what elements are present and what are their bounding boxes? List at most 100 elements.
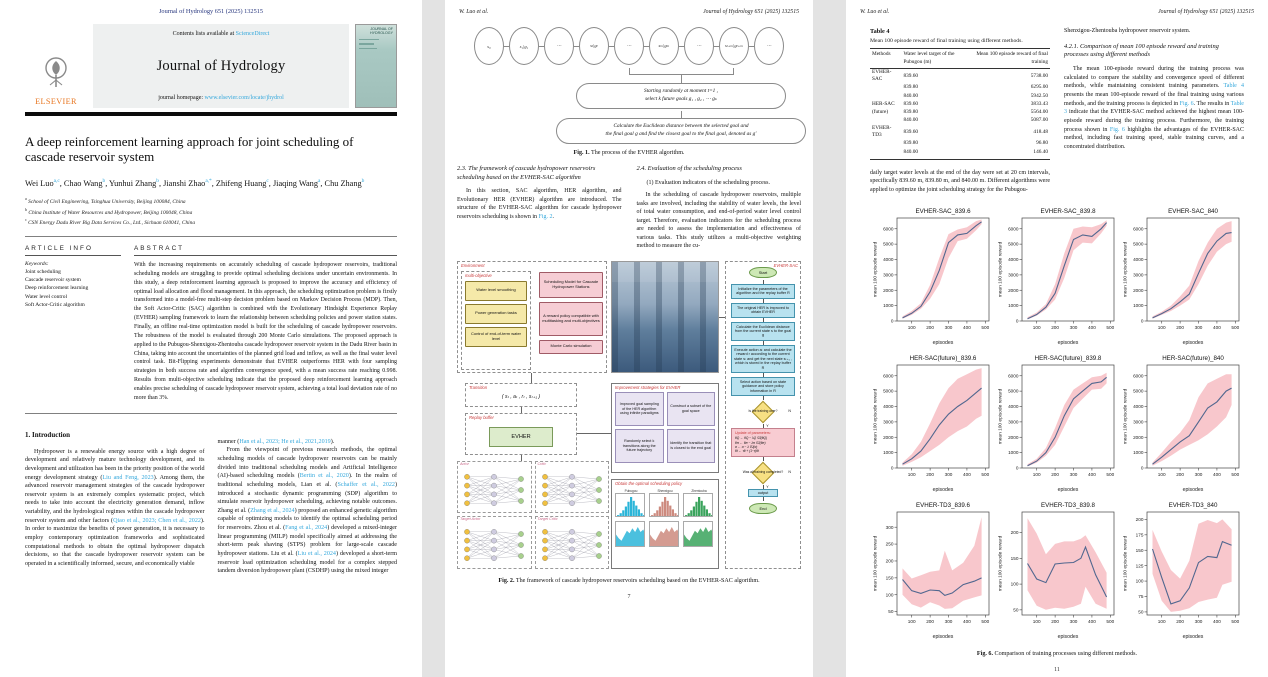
table-row: 839.80 96.80	[870, 140, 1050, 148]
citation-link[interactable]: Zhang et al., 2024	[250, 507, 295, 514]
citation-link[interactable]: Schaffer et al., 2022	[337, 481, 395, 488]
svg-text:100: 100	[1011, 581, 1019, 586]
author-affiliation-sup: b	[361, 178, 365, 185]
table-row: (future) 839.80 5564.00	[870, 108, 1050, 116]
page3-left-column: Table 4 Mean 100 episode reward of final…	[870, 27, 1050, 195]
svg-text:4000: 4000	[1008, 257, 1019, 262]
svg-text:400: 400	[963, 325, 971, 330]
citation-link[interactable]: Liu and Feng, 2023	[102, 474, 154, 481]
svg-text:HER-SAC(future)_839.6: HER-SAC(future)_839.6	[910, 355, 977, 362]
homepage-line: journal homepage: www.elsevier.com/locat…	[97, 95, 345, 101]
page-2-number: 7	[627, 593, 631, 600]
svg-text:100: 100	[1135, 578, 1143, 583]
fig1-edge	[574, 45, 579, 47]
fig2-flow-end: End	[749, 502, 777, 514]
svg-text:3000: 3000	[883, 419, 894, 424]
citation-link[interactable]: Table 3	[1064, 100, 1244, 116]
citation-link[interactable]: Qiao et al., 2023; Chen et al., 2022	[113, 517, 201, 524]
homepage-link[interactable]: www.elsevier.com/locate/jhydrol	[204, 95, 284, 101]
citation-link[interactable]: Bertin et al., 2020	[299, 473, 349, 480]
svg-text:125: 125	[1135, 563, 1143, 568]
svg-text:4000: 4000	[883, 257, 894, 262]
table4-reward-cell: 418.48	[1033, 128, 1048, 135]
fig2-flow-decision: Was all training completed? N Y	[731, 461, 795, 489]
elsevier-tree-icon	[45, 57, 67, 87]
article-info-column: ARTICLE INFO Keywords: Joint scheduling C…	[25, 245, 121, 403]
journal-cover-thumbnail: JOURNAL OF HYDROLOGY	[355, 24, 397, 108]
svg-text:2000: 2000	[1133, 288, 1144, 293]
page3-lead-paragraph: Shenxigou-Zhentouba hydropower reservoir…	[1064, 28, 1191, 34]
svg-text:300: 300	[1070, 325, 1078, 330]
fig2-flow-update-line: θπ ← θπ − λπ ∇J(θπ)	[735, 440, 766, 445]
cover-decorative-line	[359, 38, 380, 41]
page-3-running-header: W. Luo et al. Journal of Hydrology 651 (…	[846, 0, 1268, 15]
fig2-flow-no-label: N	[788, 409, 791, 414]
paragraph: Hydropower is a renewable energy source …	[25, 448, 205, 569]
fig2-improvement-item: Randomly select k transitions along the …	[615, 428, 664, 463]
fig2-network-grid: Actor Critic Target Actor Target Critic	[457, 460, 609, 569]
text-run: ). In order to maximize the benefits of …	[25, 517, 205, 567]
author-name: Zhifeng Huang	[215, 179, 267, 189]
svg-text:mean 100 episode reward: mean 100 episode reward	[1122, 241, 1128, 297]
svg-text:200: 200	[1176, 619, 1184, 624]
citation-link[interactable]: Liu et al., 2024	[297, 551, 336, 557]
svg-text:EVHER-SAC_839.8: EVHER-SAC_839.8	[1040, 208, 1096, 215]
fig2-flow-connector	[762, 496, 764, 501]
fig6-subplot: 50 75 100 125 150 175 200 100 200 300 400 500 EVHER-…	[1120, 499, 1244, 646]
contents-prefix: Contents lists available at	[172, 31, 236, 37]
table4-reward-cell: 6295.00	[1030, 84, 1048, 91]
fig2-caption: Fig. 2. The framework of cascade hydropo…	[457, 578, 801, 584]
fig1-edge	[644, 45, 649, 47]
text-run: ) developed a mixed-integer linear progr…	[217, 525, 398, 557]
svg-text:episodes: episodes	[933, 340, 954, 346]
text-run: highlights the advantages of the EVHER-S…	[1064, 126, 1244, 151]
text-run: indicate that the EVHER-SAC method achie…	[1064, 109, 1244, 133]
citation-link[interactable]: Fang et al., 2024	[285, 525, 328, 532]
table4-waterlevel-cell: 839.60	[903, 100, 919, 107]
svg-text:400: 400	[1088, 325, 1096, 330]
table4-col-header: Mean 100 episode reward of final trainin…	[972, 48, 1050, 69]
intro-column-2: manner (Han et al., 2023; He et al., 202…	[218, 425, 398, 576]
table4-reward-cell: 5738.00	[1030, 72, 1048, 79]
citation-link[interactable]: Fig. 6	[1179, 100, 1194, 107]
keywords-list: Joint scheduling Cascade reservoir system…	[25, 268, 121, 309]
fig1-connector	[681, 111, 682, 118]
fig2-caption-label: Fig. 2.	[498, 577, 515, 584]
table4-method-cell	[870, 117, 901, 125]
fig2-improvement-item: Construct a subset of the goal space	[666, 391, 715, 426]
svg-text:200: 200	[1051, 619, 1059, 624]
citation-link[interactable]: Table 4	[1223, 83, 1244, 90]
text-run: ).	[330, 438, 335, 445]
text-run: ) proposed an enhanced genetic algorithm…	[217, 507, 398, 532]
fig2-flow-step: Initialize the parameters of the algorit…	[731, 283, 795, 299]
table-row: 839.80 6295.00	[870, 84, 1050, 92]
fig6-subplot: 0 1000 2000 3000 4000 5000 6000 100 200 300 400 500…	[1120, 205, 1244, 352]
svg-text:400: 400	[1213, 619, 1221, 624]
fig1-state-chain: s₀ s₁|g₁ ⋯ sₜ|gₜ ⋯ sₘ|gₘ ⋯ sₜ₊ₘ|gₜ₊ₘ ⋯ Starting …	[474, 27, 806, 145]
sciencedirect-link[interactable]: ScienceDirect	[235, 31, 270, 37]
table-row: EVHER-SAC 839.60 5738.00	[870, 68, 1050, 84]
svg-text:mean 100 episode reward: mean 100 episode reward	[873, 535, 879, 591]
svg-text:300: 300	[1194, 472, 1202, 477]
running-author: W. Luo et al.	[459, 9, 489, 15]
author-separator: ,	[59, 179, 64, 189]
citation-link[interactable]: Han et al., 2023; He et al., 2021,2019	[239, 438, 331, 445]
svg-text:200: 200	[1011, 530, 1019, 535]
fig2-nn-panel: Critic	[534, 460, 609, 514]
svg-text:EVHER-SAC_839.6: EVHER-SAC_839.6	[916, 208, 972, 215]
fig1-distance-box: Calculate the Euclidean distance between…	[556, 118, 806, 144]
table4-method-cell	[870, 140, 901, 148]
svg-text:100: 100	[1157, 619, 1165, 624]
fig2-connector	[577, 432, 611, 434]
fig2-flow-step: The original HER is improved to obtain E…	[731, 302, 795, 318]
citation-link[interactable]: Fig. 2	[538, 213, 553, 220]
svg-text:50: 50	[1013, 607, 1019, 612]
svg-text:mean 100 episode reward: mean 100 episode reward	[997, 388, 1003, 444]
text-run: In this section, SAC algorithm, HER algo…	[457, 188, 622, 220]
page3-text-columns: Table 4 Mean 100 episode reward of final…	[870, 27, 1244, 195]
citation-link[interactable]: Fig. 6	[1109, 126, 1125, 133]
fig1-state-node: s₀	[474, 27, 504, 65]
table4-waterlevel-cell: 840.00	[901, 148, 973, 160]
svg-text:500: 500	[1231, 619, 1239, 624]
table4-waterlevel-cell: 839.80	[903, 108, 919, 115]
